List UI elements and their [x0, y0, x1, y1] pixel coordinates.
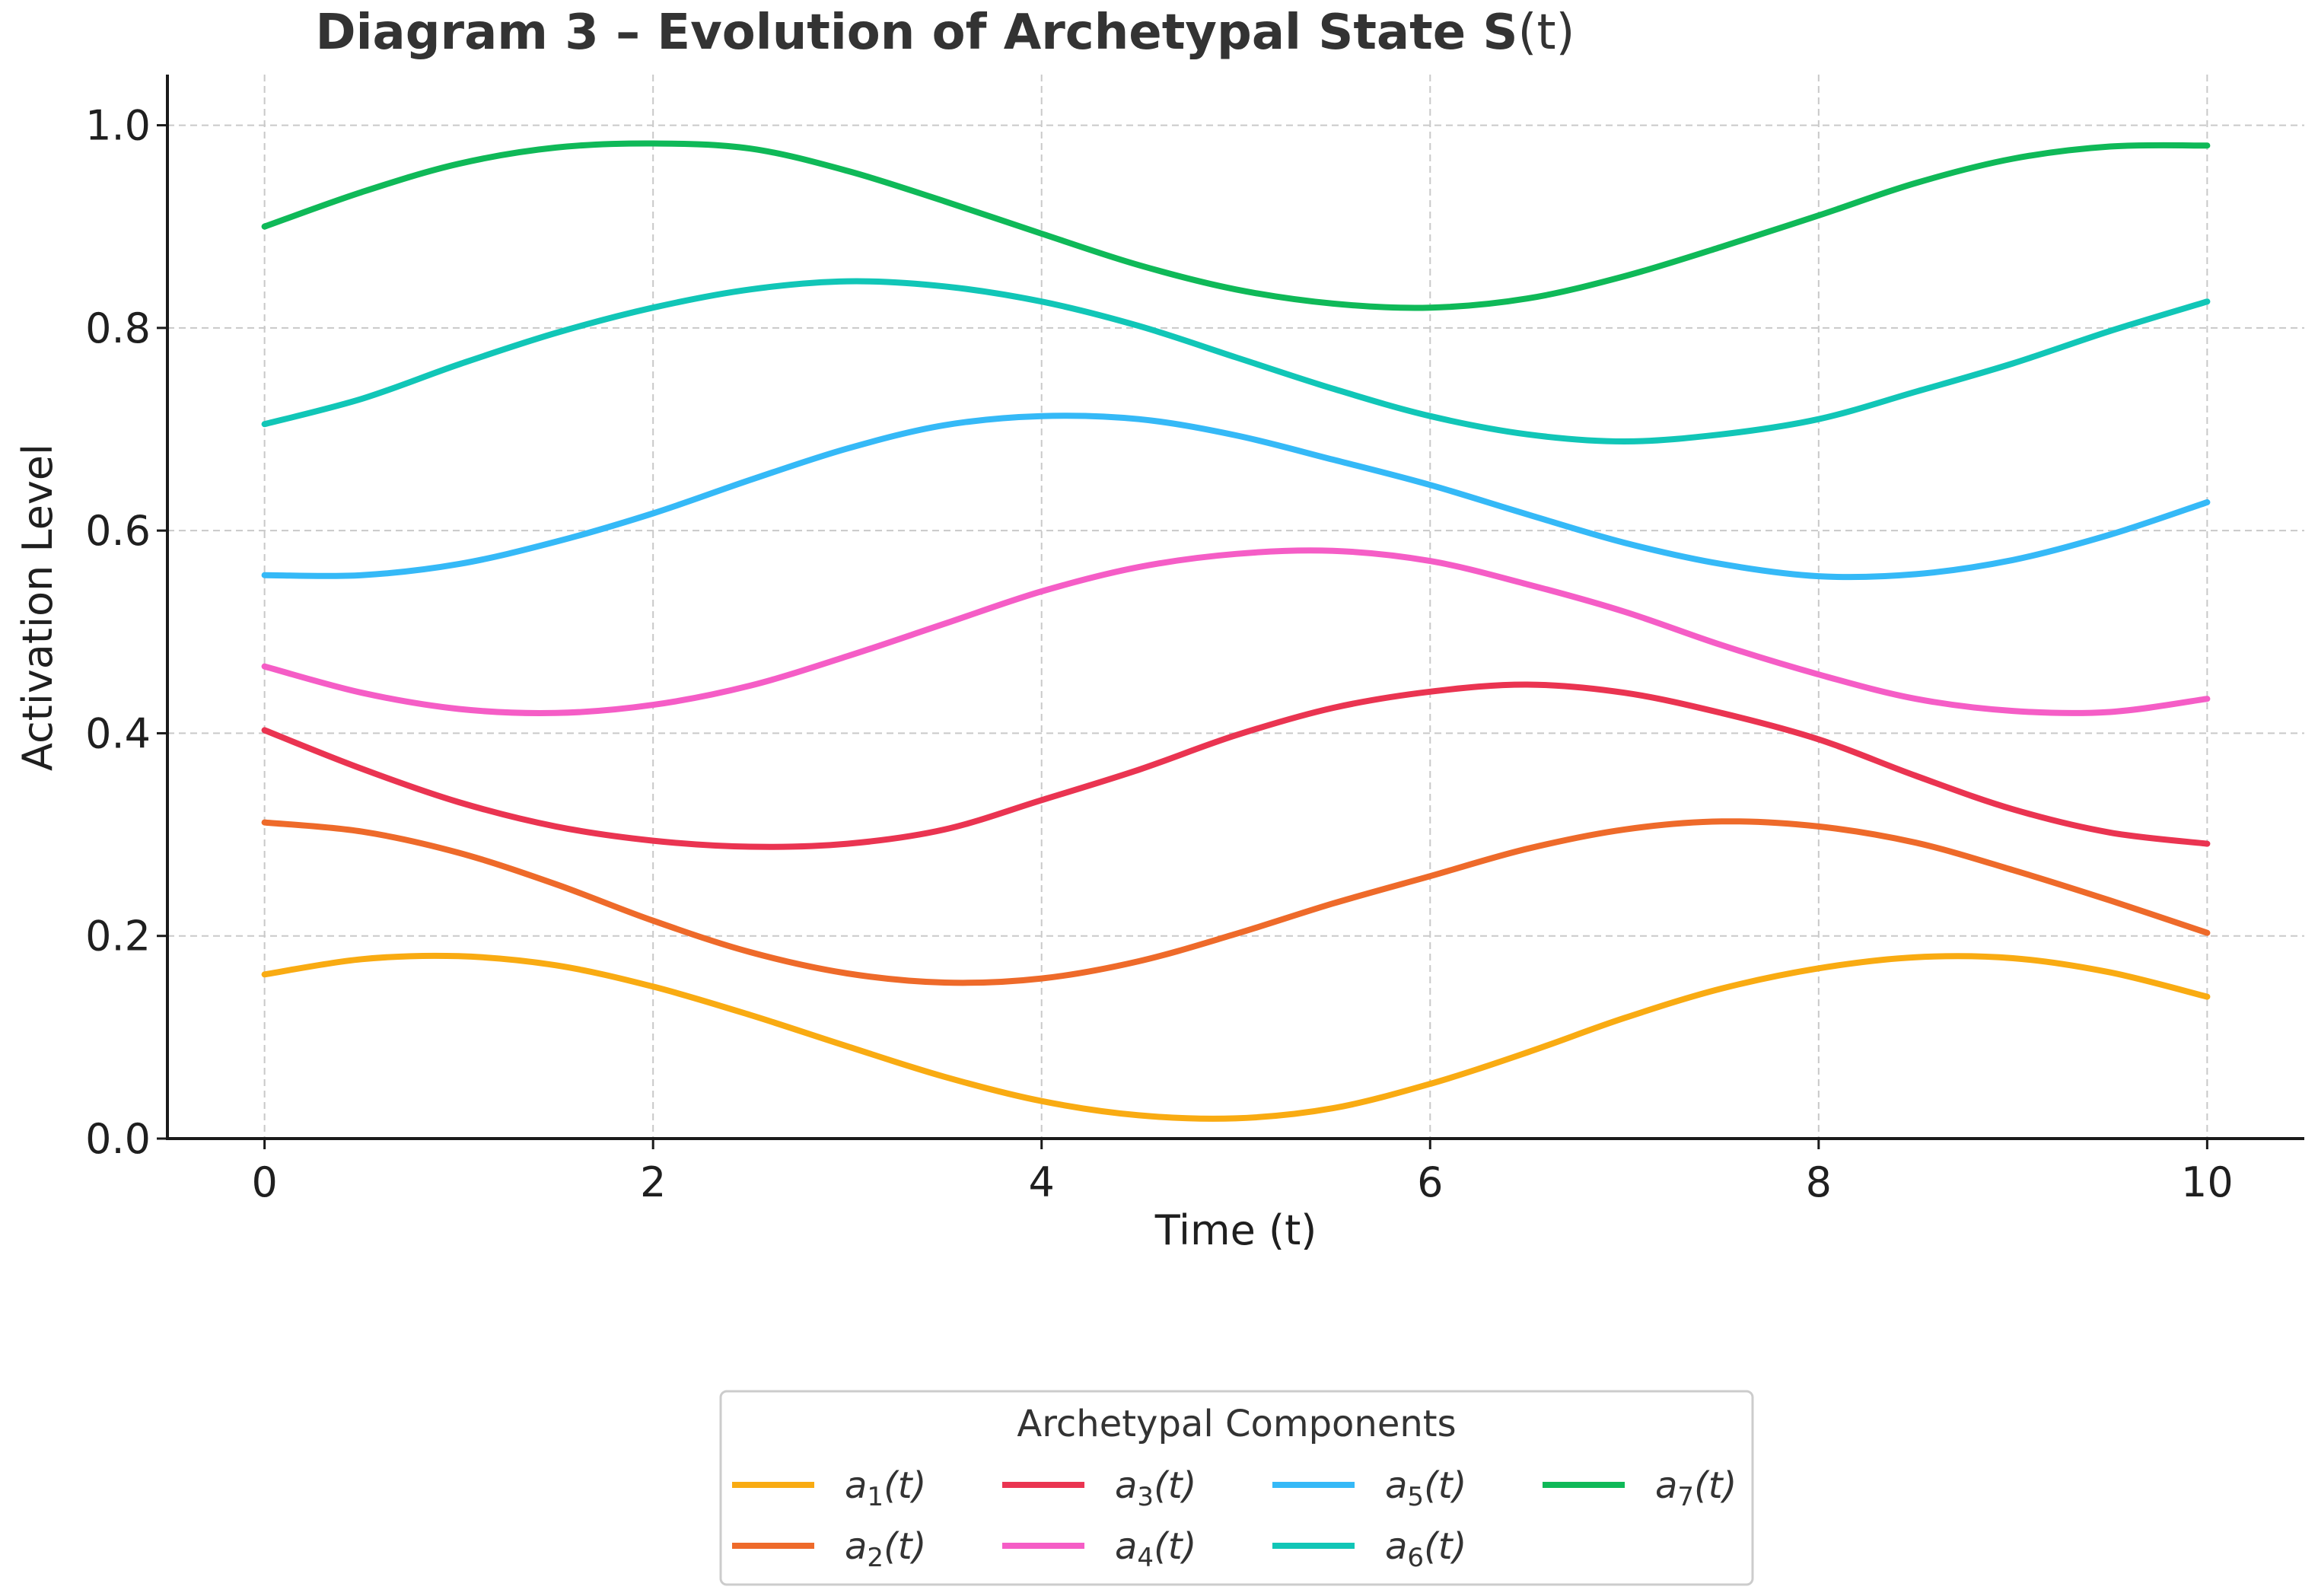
legend-label-suffix: (t): [884, 1464, 926, 1507]
legend: Archetypal Components a1(t)a2(t)a3(t)a4(…: [719, 1390, 1754, 1586]
legend-label-name: a: [1385, 1464, 1407, 1507]
y-tick-label: 0.4: [85, 709, 151, 757]
legend-label: a4(t): [1115, 1525, 1196, 1573]
x-tick-label: 6: [1417, 1158, 1443, 1206]
series-line-a4: [261, 547, 2211, 717]
legend-label: a3(t): [1115, 1464, 1196, 1512]
legend-label: a7(t): [1655, 1464, 1737, 1512]
legend-label-sub: 2: [867, 1543, 884, 1573]
y-tick-label: 1.0: [85, 102, 151, 150]
grid: [167, 75, 2304, 1139]
legend-label-suffix: (t): [884, 1525, 926, 1568]
y-axis-label: Activation Level: [14, 444, 62, 771]
x-tick-label: 10: [2181, 1158, 2234, 1206]
legend-label-suffix: (t): [1424, 1525, 1466, 1568]
legend-label-sub: 6: [1407, 1543, 1424, 1573]
legend-item-a7: a7(t): [1543, 1464, 1737, 1512]
legend-label-name: a: [845, 1525, 867, 1568]
legend-item-a1: a1(t): [732, 1464, 926, 1512]
y-tick-label: 0.0: [85, 1115, 151, 1163]
series-lines: [261, 140, 2211, 1122]
legend-item-a4: a4(t): [1002, 1525, 1196, 1573]
legend-label-sub: 7: [1677, 1482, 1694, 1512]
legend-label: a1(t): [845, 1464, 926, 1512]
legend-label-sub: 4: [1137, 1543, 1154, 1573]
y-tick-label: 0.8: [85, 304, 151, 352]
x-tick-label: 8: [1806, 1158, 1832, 1206]
legend-label-suffix: (t): [1694, 1464, 1737, 1507]
y-tick-label: 0.6: [85, 507, 151, 555]
legend-label: a2(t): [845, 1525, 926, 1573]
legend-item-a2: a2(t): [732, 1525, 926, 1573]
legend-label-name: a: [845, 1464, 867, 1507]
series-line-a3: [261, 681, 2211, 850]
legend-label-name: a: [1115, 1464, 1137, 1507]
y-tick-label: 0.2: [85, 913, 151, 960]
series-line-a5: [261, 413, 2211, 581]
x-axis-label: Time (t): [1154, 1206, 1317, 1254]
axis-ticks: 0 2 4 6 8 10 0.0 0.2 0.4 0.6 0.8 1.0: [85, 102, 2234, 1206]
legend-label-suffix: (t): [1154, 1525, 1196, 1568]
legend-items: a1(t)a2(t)a3(t)a4(t)a5(t)a6(t)a7(t): [732, 1464, 1737, 1573]
chart-title-arg: (t): [1517, 5, 1575, 61]
legend-item-a6: a6(t): [1272, 1525, 1466, 1573]
x-tick-label: 0: [251, 1158, 277, 1206]
legend-label: a5(t): [1385, 1464, 1466, 1512]
legend-label: a6(t): [1385, 1525, 1466, 1573]
legend-label-sub: 5: [1407, 1482, 1424, 1512]
series-line-a6: [261, 278, 2211, 444]
chart-title: Diagram 3 – Evolution of Archetypal Stat…: [315, 5, 1575, 61]
legend-label-suffix: (t): [1424, 1464, 1466, 1507]
legend-label-name: a: [1115, 1525, 1137, 1568]
series-line-a1: [261, 952, 2211, 1122]
x-tick-label: 4: [1029, 1158, 1055, 1206]
legend-label-name: a: [1655, 1464, 1677, 1507]
legend-item-a5: a5(t): [1272, 1464, 1466, 1512]
series-line-a7: [261, 140, 2211, 311]
legend-title: Archetypal Components: [1017, 1403, 1456, 1445]
legend-label-sub: 3: [1137, 1482, 1154, 1512]
legend-item-a3: a3(t): [1002, 1464, 1196, 1512]
chart-title-main: Diagram 3 – Evolution of Archetypal Stat…: [315, 5, 1517, 61]
series-line-a2: [261, 818, 2211, 986]
legend-label-sub: 1: [867, 1482, 884, 1512]
legend-label-suffix: (t): [1154, 1464, 1196, 1507]
legend-label-name: a: [1385, 1525, 1407, 1568]
legend-box: [719, 1390, 1754, 1586]
x-tick-label: 2: [640, 1158, 666, 1206]
